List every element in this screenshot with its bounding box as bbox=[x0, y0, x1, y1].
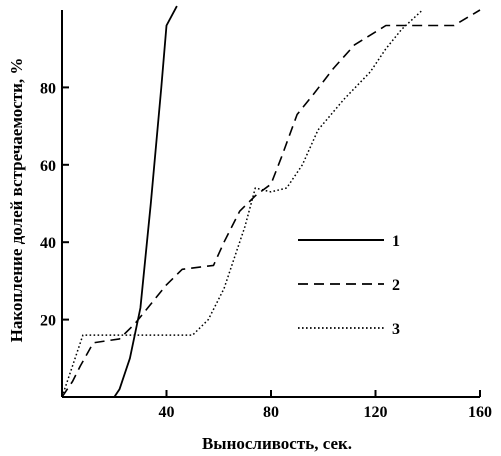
series-lines bbox=[61, 5, 481, 398]
legend: 1 2 3 bbox=[298, 233, 400, 338]
axes bbox=[61, 10, 480, 398]
y-tick-label: 60 bbox=[40, 158, 56, 175]
x-tick-label: 160 bbox=[468, 404, 492, 421]
legend-label-1: 1 bbox=[392, 233, 400, 250]
y-tick-label: 20 bbox=[40, 313, 56, 330]
ticks: 40 80 120 160 20 40 60 80 bbox=[40, 80, 492, 421]
x-axis-title: Выносливость, сек. bbox=[202, 434, 352, 453]
series-line-3 bbox=[61, 9, 424, 398]
x-tick-label: 40 bbox=[159, 404, 175, 421]
y-tick-label: 40 bbox=[40, 235, 56, 252]
series-line-2 bbox=[61, 9, 481, 398]
x-tick-label: 120 bbox=[364, 404, 388, 421]
y-axis-title: Накопление долей встречаемости, % bbox=[7, 58, 26, 343]
x-tick-label: 80 bbox=[263, 404, 279, 421]
y-tick-label: 80 bbox=[40, 80, 56, 97]
series-line-1 bbox=[113, 5, 178, 398]
legend-label-3: 3 bbox=[392, 321, 400, 338]
legend-label-2: 2 bbox=[392, 277, 400, 294]
